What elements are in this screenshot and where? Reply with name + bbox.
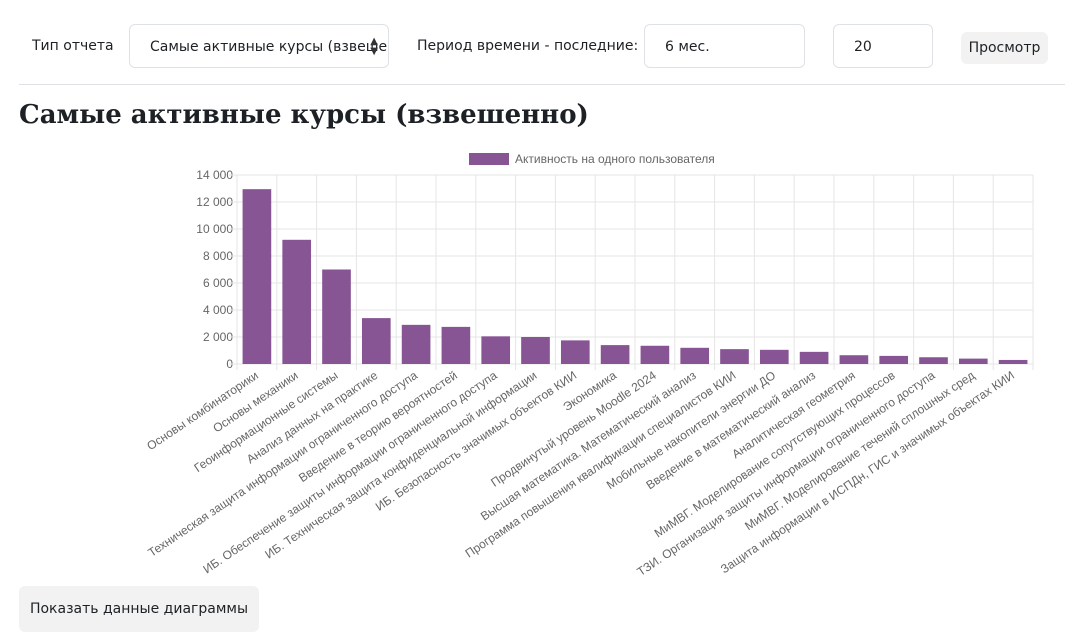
bar <box>560 340 590 364</box>
select-value: Самые активные курсы (взвешенно) <box>150 39 388 55</box>
y-tick-label: 10 000 <box>196 222 233 236</box>
view-button[interactable]: Просмотр <box>961 32 1048 64</box>
bar <box>481 336 511 364</box>
bar <box>640 345 670 364</box>
bar <box>879 355 909 364</box>
legend-label: Активность на одного пользователя <box>515 152 715 166</box>
count-input[interactable]: 20 <box>833 24 933 68</box>
bar <box>322 269 351 364</box>
y-tick-label: 8 000 <box>203 249 233 263</box>
divider <box>19 84 1065 85</box>
bar <box>720 349 749 364</box>
bar <box>441 326 471 364</box>
report-type-select[interactable]: Самые активные курсы (взвешенно)▲▼ <box>129 24 389 68</box>
y-tick-label: 6 000 <box>203 276 233 290</box>
y-tick-label: 14 000 <box>196 168 233 182</box>
input-value: 20 <box>854 39 872 55</box>
bar <box>919 357 948 364</box>
period-label: Период времени - последние: <box>417 38 639 54</box>
report-type-label: Тип отчета <box>32 38 114 54</box>
bar <box>401 324 431 364</box>
show-data-button[interactable]: Показать данные диаграммы <box>19 586 259 632</box>
select-arrow: ▲ ▼ <box>370 36 378 57</box>
bar <box>958 358 988 364</box>
y-tick-label: 4 000 <box>203 303 233 317</box>
chart-title: Самые активные курсы (взвешенно) <box>19 100 589 130</box>
bar <box>680 347 710 364</box>
bar <box>799 351 829 364</box>
period-select[interactable]: 6 мес. <box>644 24 805 68</box>
y-tick-label: 2 000 <box>203 330 233 344</box>
bar <box>600 345 630 364</box>
select-value: 6 мес. <box>665 39 710 55</box>
bar <box>361 318 391 364</box>
bar <box>759 349 789 364</box>
bar <box>242 189 272 364</box>
bar <box>998 359 1028 364</box>
bar <box>282 239 312 364</box>
bar <box>521 337 550 364</box>
bar <box>839 355 869 364</box>
x-tick-label: Техническая защита информации ограниченн… <box>145 368 420 560</box>
y-tick-label: 12 000 <box>196 195 233 209</box>
legend-swatch <box>469 153 509 165</box>
